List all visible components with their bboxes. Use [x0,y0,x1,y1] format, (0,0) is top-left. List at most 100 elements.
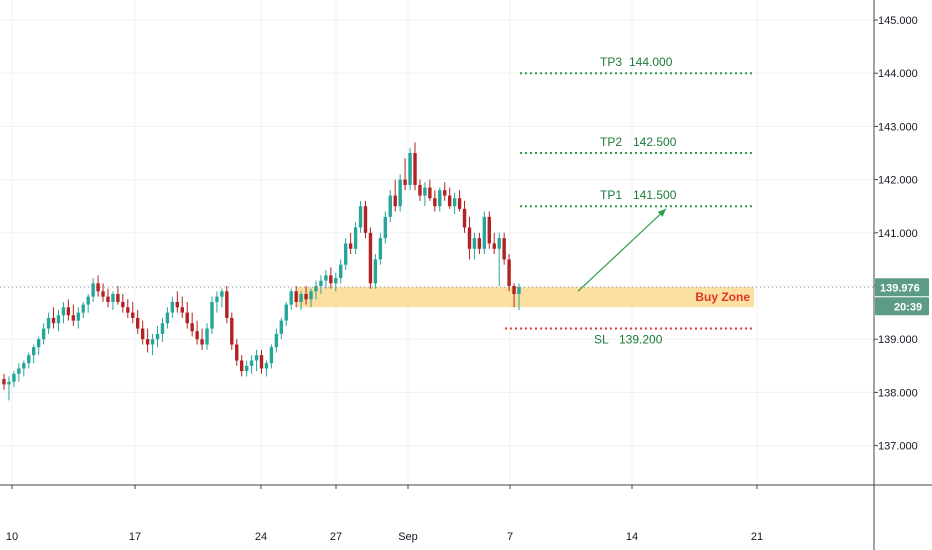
candle [319,275,323,294]
candle [492,232,496,255]
level-value: 141.500 [633,188,677,202]
price-tick-label: 137.000 [878,441,918,453]
grid-lines [0,0,874,485]
candle [36,336,41,356]
current-price-value: 139.976 [880,282,920,294]
candle [487,211,491,249]
candle [155,325,160,348]
candle [339,259,343,284]
candle [517,283,521,310]
candle [230,312,234,350]
candle [106,288,110,308]
candle [180,296,184,318]
candle [324,270,328,289]
price-axis[interactable]: 137.000138.000139.000140.000141.000142.0… [874,15,918,453]
time-tick-label: 7 [507,531,513,543]
candle [348,232,353,255]
candle [244,360,249,377]
candle [17,363,21,382]
candle [462,200,467,233]
candle [111,291,115,310]
candle [259,349,264,374]
target-levels: TP3 144.000 TP2 142.500 TP1 141.500 SL 139.200 [505,55,752,347]
candle [140,320,145,345]
candle [512,283,516,308]
candle [101,283,105,302]
candle [403,158,407,191]
price-tick-label: 144.000 [878,68,918,80]
time-tick-label: 27 [330,531,342,543]
candle [428,179,432,201]
candle [165,307,170,329]
candle [423,182,427,207]
candle [254,349,259,372]
level-label: TP2 [600,135,622,149]
candle [398,174,402,212]
candle [433,190,437,212]
price-tick-label: 141.000 [878,228,918,240]
candle [413,142,417,191]
candle [289,288,293,310]
time-tick-label: 10 [6,531,18,543]
level-value: 142.500 [633,135,677,149]
candlestick-series [2,142,521,401]
candle [225,286,229,324]
candle [22,360,26,377]
candle [126,299,130,318]
candle [81,301,85,318]
candle [121,293,125,313]
price-tick-label: 138.000 [878,387,918,399]
candle [482,211,487,255]
candle [358,200,363,233]
candle [131,301,135,324]
time-tick-label: 24 [255,531,267,543]
candle [210,296,214,334]
candle [378,232,383,265]
candle [383,211,387,244]
candle [41,323,46,345]
level-tp3: TP3 144.000 [520,55,752,75]
candle [472,232,477,260]
candle [239,355,244,377]
countdown-tag: 20:39 [875,297,929,316]
candle [136,309,140,334]
candle [393,179,397,212]
candle [477,232,482,255]
candle [497,232,501,286]
candle [160,317,165,342]
candle [249,355,254,374]
price-tick-label: 143.000 [878,121,918,133]
level-label: SL [594,333,609,347]
candle [418,179,422,201]
time-axis[interactable]: 10 17 24 27 Sep 7 14 21 [6,485,763,543]
level-tp2: TP2 142.500 [520,135,752,154]
candle [502,232,506,265]
candle [457,190,462,212]
candle [447,187,452,209]
candle [235,339,239,366]
level-label: TP1 [600,188,622,202]
trend-arrow-icon [577,208,667,292]
level-value: 144.000 [629,55,673,69]
candle [61,301,66,324]
candle [343,238,348,271]
time-tick-label: 21 [751,531,763,543]
candle [264,360,269,377]
level-tp1: TP1 141.500 [520,188,752,208]
candle [170,296,175,318]
price-tick-label: 142.000 [878,175,918,187]
candle [443,182,447,201]
candle [205,323,209,350]
candle [279,317,284,340]
candle [299,291,303,310]
candle [284,301,288,326]
candle [200,328,204,350]
candle [309,288,313,308]
candle [91,278,95,302]
candle [46,312,51,334]
candle [368,227,373,289]
candle [76,307,80,329]
time-tick-label: Sep [398,531,418,543]
candle [86,293,90,313]
